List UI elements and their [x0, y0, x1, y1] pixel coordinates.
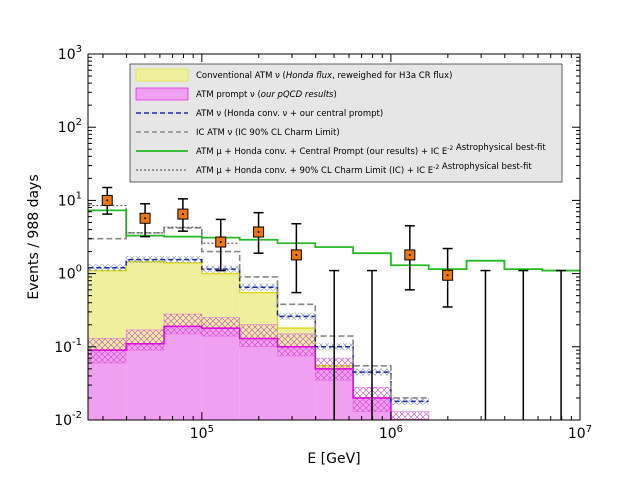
- y-tick-label-0: 10-2: [54, 410, 82, 429]
- y-tick-exp: 0: [76, 264, 82, 275]
- plot-area: [88, 186, 580, 420]
- legend-label-part: -2: [433, 164, 439, 171]
- y-tick-label-5: 103: [58, 44, 82, 63]
- legend-label-part: ATM μ + Honda conv. + Central Prompt (ou…: [196, 147, 447, 157]
- atmnu-band-4: [239, 283, 278, 291]
- data-point-dot-0: [106, 199, 109, 202]
- x-tick-base: 10: [568, 426, 586, 442]
- plot-content: [88, 186, 580, 420]
- legend-box: [129, 63, 563, 183]
- y-tick-exp: -2: [72, 410, 82, 421]
- y-tick-base: 10: [54, 340, 72, 356]
- prompt-bar-5: [277, 346, 316, 420]
- legend-label-part: ATM ν (Honda conv. ν + our central promp…: [196, 109, 383, 119]
- y-tick-label-2: 100: [58, 264, 82, 283]
- prompt-band-4: [239, 324, 278, 348]
- legend-label-part: Astrophysical best-fit: [439, 162, 532, 172]
- y-tick-label-4: 102: [58, 117, 82, 136]
- legend-label-part: Conventional ATM ν (: [196, 71, 286, 81]
- y-tick-exp: 2: [76, 117, 82, 128]
- data-point-dot-9: [446, 274, 449, 277]
- data-point-dot-5: [295, 253, 298, 256]
- legend-label-atmnu: ATM ν (Honda conv. ν + our central promp…: [196, 109, 383, 119]
- x-tick-label-0: 105: [190, 424, 214, 442]
- legend-label-part: ATM μ + Honda conv. + 90% CL Charm Limit…: [196, 166, 433, 176]
- legend-swatch-conv: [135, 68, 189, 82]
- legend-label-total: ATM μ + Honda conv. + Central Prompt (ou…: [196, 143, 546, 157]
- y-tick-exp: -1: [72, 337, 82, 348]
- legend-label-prompt: ATM prompt ν (our pQCD results): [196, 90, 337, 100]
- legend-label-part: IC ATM ν (IC 90% CL Charm Limit): [196, 128, 340, 138]
- legend-label-part: ): [333, 90, 336, 100]
- prompt-bar-1: [126, 343, 165, 420]
- data-point-dot-4: [257, 231, 260, 234]
- prompt-band-8: [390, 411, 429, 420]
- x-tick-exp: 5: [208, 424, 214, 435]
- legend-label-part: ATM prompt ν (: [196, 90, 261, 100]
- prompt-bar-2: [164, 326, 202, 420]
- y-tick-base: 10: [58, 267, 76, 283]
- total-line: [88, 209, 580, 272]
- legend-label-part: Honda flux: [286, 71, 333, 81]
- atmnu-band-2: [164, 256, 202, 264]
- y-tick-base: 10: [58, 193, 76, 209]
- y-tick-label-1: 10-1: [54, 337, 82, 356]
- prompt-bar-4: [239, 338, 278, 420]
- data-point-dot-8: [408, 253, 411, 256]
- data-point-dot-2: [181, 213, 184, 216]
- y-tick-base: 10: [58, 120, 76, 136]
- legend-label-conv: Conventional ATM ν (Honda flux, reweighe…: [196, 71, 452, 81]
- prompt-bar-3: [201, 328, 240, 420]
- legend-label-icatm: IC ATM ν (IC 90% CL Charm Limit): [196, 128, 340, 138]
- prompt-band-2: [163, 313, 203, 335]
- x-tick-base: 10: [190, 426, 208, 442]
- total-ic-line: [88, 204, 240, 244]
- legend-label-part: -2: [447, 145, 453, 152]
- prompt-edge: [88, 325, 429, 420]
- x-tick-label-2: 107: [568, 424, 592, 442]
- y-tick-exp: 3: [76, 44, 82, 55]
- legend-label-part: our pQCD results: [261, 90, 334, 100]
- y-axis-label: Events / 988 days: [26, 174, 42, 299]
- data-point-dot-1: [144, 217, 147, 220]
- atmnu-band-8: [390, 397, 429, 405]
- legend: Conventional ATM ν (Honda flux, reweighe…: [129, 63, 563, 183]
- y-tick-label-3: 101: [58, 190, 82, 209]
- legend-label-part: , reweighed for H3a CR flux): [332, 71, 452, 81]
- x-tick-base: 10: [379, 426, 397, 442]
- x-tick-exp: 6: [397, 424, 403, 435]
- x-axis-label: E [GeV]: [307, 451, 360, 467]
- legend-swatch-prompt: [135, 87, 189, 101]
- legend-label-part: Astrophysical best-fit: [453, 143, 546, 153]
- legend-label-totalic: ATM μ + Honda conv. + 90% CL Charm Limit…: [196, 162, 532, 176]
- atmnu-line: [88, 258, 429, 403]
- y-tick-base: 10: [54, 413, 72, 429]
- prompt-band-3: [201, 317, 240, 337]
- y-tick-base: 10: [58, 47, 76, 63]
- prompt-band-1: [125, 329, 165, 351]
- y-tick-exp: 1: [76, 190, 82, 201]
- x-tick-exp: 7: [586, 424, 592, 435]
- data-point-dot-3: [219, 241, 222, 244]
- x-tick-label-1: 106: [379, 424, 403, 442]
- prompt-band-5: [277, 333, 316, 357]
